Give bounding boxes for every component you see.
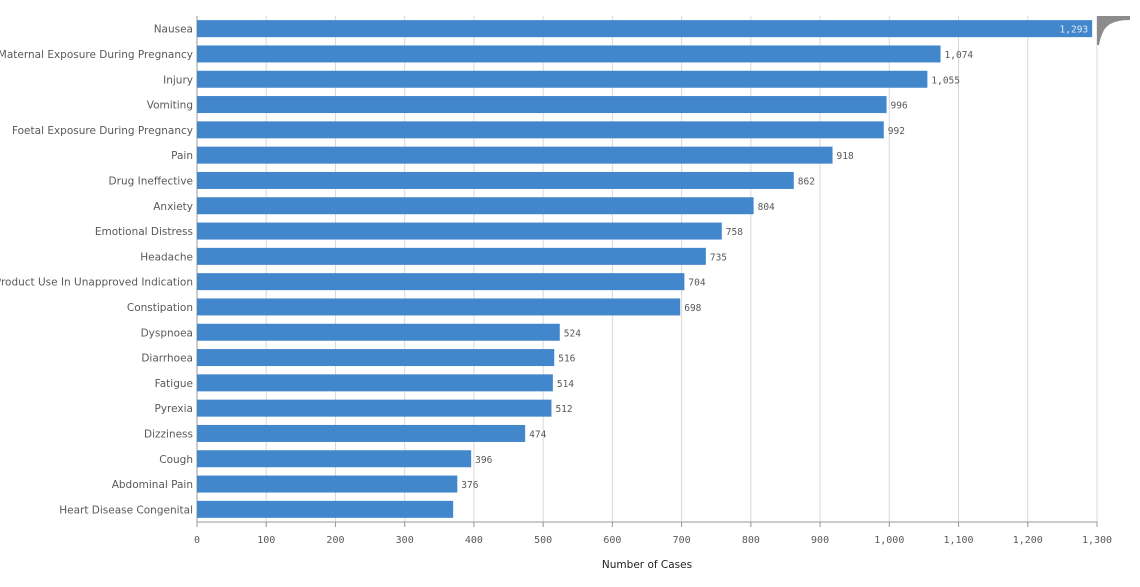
category-label: Diarrhoea	[141, 353, 193, 365]
value-labels: 1,293 1,074 1,055 996 992 918 862 804 758 735 704 6…	[461, 25, 1088, 491]
bar[interactable]	[197, 121, 884, 139]
x-tick-label: 900	[811, 535, 829, 546]
x-tick-label: 200	[326, 535, 344, 546]
value-label: 735	[710, 252, 727, 263]
x-tick-label: 600	[603, 535, 621, 546]
bar[interactable]	[197, 222, 722, 240]
value-label: 514	[557, 379, 574, 390]
x-axis-title: Number of Cases	[602, 559, 692, 571]
bar[interactable]	[197, 475, 458, 493]
bar[interactable]	[197, 500, 454, 518]
category-label: Injury	[163, 74, 193, 86]
category-label: Emotional Distress	[95, 226, 193, 238]
category-label: Abdominal Pain	[112, 479, 193, 491]
bar[interactable]	[197, 247, 706, 265]
x-tick-label: 300	[396, 535, 414, 546]
bar[interactable]	[197, 298, 681, 316]
bar[interactable]	[197, 70, 928, 88]
bar[interactable]	[197, 323, 560, 341]
value-label: 512	[555, 404, 572, 415]
value-label: 1,055	[931, 75, 960, 86]
x-tick-label: 400	[465, 535, 483, 546]
bar[interactable]	[197, 20, 1093, 38]
bar[interactable]	[197, 146, 833, 164]
value-label: 862	[798, 176, 815, 187]
category-label: Constipation	[127, 302, 193, 314]
value-label: 704	[688, 278, 705, 289]
value-label: 804	[758, 202, 775, 213]
bar[interactable]	[197, 450, 472, 468]
x-tick-label: 1,000	[874, 535, 904, 546]
bar[interactable]	[197, 96, 887, 114]
bar[interactable]	[197, 171, 794, 189]
category-label: Anxiety	[153, 201, 193, 213]
bar[interactable]	[197, 45, 941, 63]
x-tick-label: 1,300	[1082, 535, 1112, 546]
category-label: Pyrexia	[155, 403, 193, 415]
bar[interactable]	[197, 374, 553, 392]
category-label: Headache	[140, 251, 193, 263]
x-tick-label: 100	[257, 535, 275, 546]
x-tick-label: 800	[742, 535, 760, 546]
bars	[197, 20, 1093, 518]
category-label: Nausea	[154, 24, 193, 36]
category-label: Heart Disease Congenital	[59, 504, 193, 516]
value-label: 396	[475, 455, 492, 466]
x-tick-label: 0	[194, 535, 200, 546]
value-label: 698	[684, 303, 701, 314]
bar[interactable]	[197, 424, 526, 442]
value-label: 524	[564, 328, 581, 339]
category-label: Product Use In Unapproved Indication	[0, 277, 193, 289]
value-label: 758	[726, 227, 743, 238]
category-label: Foetal Exposure During Pregnancy	[12, 125, 193, 137]
bar[interactable]	[197, 273, 685, 291]
bar[interactable]	[197, 399, 552, 417]
category-label: Dizziness	[144, 428, 193, 440]
category-label: Maternal Exposure During Pregnancy	[0, 49, 193, 61]
category-label: Vomiting	[147, 100, 193, 112]
value-label: 1,074	[945, 50, 974, 61]
value-label: 474	[529, 429, 546, 440]
value-label: 516	[558, 354, 575, 365]
bar[interactable]	[197, 197, 754, 215]
bar[interactable]	[197, 349, 555, 367]
category-label: Drug Ineffective	[109, 175, 193, 187]
value-label: 996	[891, 101, 908, 112]
x-tick-label: 500	[534, 535, 552, 546]
x-axis-ticks: 0 100 200 300 400 500 600 700 800 900 1,000 1,100 1,…	[194, 521, 1112, 546]
scroll-indicator	[1097, 16, 1130, 45]
category-label: Dyspnoea	[141, 327, 193, 339]
gridlines	[196, 16, 1098, 526]
value-label: 1,293	[1060, 25, 1089, 36]
x-tick-label: 1,100	[943, 535, 973, 546]
value-label: 992	[888, 126, 905, 137]
value-label: 918	[837, 151, 854, 162]
x-tick-label: 1,200	[1013, 535, 1043, 546]
x-tick-label: 700	[673, 535, 691, 546]
category-labels: Nausea Maternal Exposure During Pregnancy…	[0, 24, 193, 517]
value-label: 376	[461, 480, 478, 491]
category-label: Cough	[159, 454, 193, 466]
category-label: Pain	[171, 150, 193, 162]
category-label: Fatigue	[155, 378, 193, 390]
